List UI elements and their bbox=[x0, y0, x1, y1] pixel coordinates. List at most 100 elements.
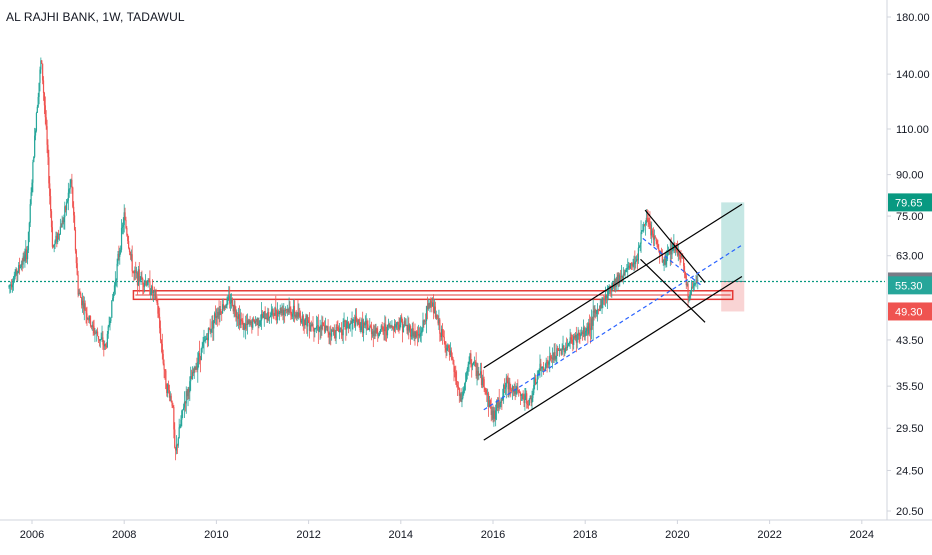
candle-body bbox=[646, 217, 648, 220]
candle-body bbox=[393, 323, 396, 331]
candle-body bbox=[109, 321, 111, 326]
candle-body bbox=[226, 299, 228, 306]
candle-body bbox=[167, 384, 170, 391]
candle-body bbox=[693, 283, 695, 287]
candle-body bbox=[92, 324, 94, 327]
candle-body bbox=[605, 295, 608, 299]
candle-body bbox=[647, 219, 649, 223]
candle-body bbox=[577, 332, 579, 335]
candle-body bbox=[363, 322, 366, 326]
candle-body bbox=[542, 366, 545, 370]
candle-body bbox=[526, 393, 528, 404]
candle-body bbox=[643, 224, 645, 231]
candle-body bbox=[664, 258, 666, 265]
candle-body bbox=[530, 396, 532, 403]
candle-body bbox=[174, 429, 176, 448]
candle-body bbox=[276, 311, 279, 321]
candle-body bbox=[404, 320, 406, 326]
candle-body bbox=[428, 303, 430, 308]
candle-body bbox=[307, 320, 309, 327]
candle-body bbox=[39, 69, 41, 83]
candle-body bbox=[124, 212, 126, 220]
candle-body bbox=[435, 314, 437, 318]
candle-body bbox=[258, 325, 260, 327]
candle-body bbox=[628, 265, 631, 269]
candle-body bbox=[362, 319, 364, 334]
candle-body bbox=[104, 344, 106, 347]
candle-body bbox=[214, 313, 216, 321]
candle-body bbox=[261, 313, 263, 321]
candle-body bbox=[89, 316, 91, 321]
candle-body bbox=[569, 337, 571, 343]
candle-body bbox=[52, 246, 54, 248]
candle-body bbox=[619, 275, 621, 283]
candle-body bbox=[191, 371, 194, 380]
candle-body bbox=[32, 162, 34, 183]
candle-body bbox=[550, 356, 553, 359]
trend-line bbox=[483, 275, 743, 441]
candle-body bbox=[488, 400, 491, 407]
candle-body bbox=[192, 371, 194, 374]
candle-body bbox=[314, 328, 316, 332]
candle-body bbox=[166, 388, 168, 394]
candle-body bbox=[683, 266, 686, 272]
candle-body bbox=[453, 364, 455, 372]
candle-body bbox=[621, 275, 624, 279]
candle-body bbox=[184, 401, 186, 404]
candle-body bbox=[143, 284, 145, 288]
time-tick-label: 2006 bbox=[20, 529, 44, 541]
candle-body bbox=[11, 284, 13, 288]
candle-body bbox=[187, 388, 189, 397]
candle-body bbox=[298, 312, 300, 317]
candle-body bbox=[128, 241, 130, 248]
candle-body bbox=[589, 327, 592, 331]
candle-body bbox=[697, 279, 699, 281]
candle-body bbox=[574, 334, 577, 338]
candle-body bbox=[117, 253, 119, 264]
candle-body bbox=[521, 394, 523, 396]
candle-body bbox=[635, 261, 637, 264]
candle-body bbox=[280, 308, 282, 313]
candle-body bbox=[522, 394, 524, 400]
candle-body bbox=[604, 295, 607, 301]
candle-body bbox=[388, 324, 390, 328]
candle-body bbox=[342, 321, 344, 336]
candle-body bbox=[359, 322, 361, 331]
trend-line bbox=[644, 209, 706, 283]
candle-body bbox=[636, 259, 638, 262]
candle-body bbox=[136, 272, 139, 286]
candle-body bbox=[458, 387, 460, 396]
candle-body bbox=[427, 303, 429, 310]
candle-body bbox=[654, 236, 656, 239]
candle-body bbox=[138, 269, 140, 282]
candle-body bbox=[329, 333, 331, 335]
candle-body bbox=[57, 233, 59, 243]
candle-body bbox=[696, 280, 698, 282]
candle-body bbox=[620, 275, 622, 278]
candle-body bbox=[443, 336, 445, 342]
candle-body bbox=[512, 386, 514, 393]
candle-body bbox=[408, 324, 410, 331]
candle-body bbox=[667, 251, 669, 256]
candle-body bbox=[695, 280, 697, 284]
candle-body bbox=[523, 399, 525, 403]
candle-body bbox=[281, 309, 283, 313]
candle-body bbox=[224, 306, 226, 308]
candle-body bbox=[609, 285, 611, 289]
price-badge bbox=[888, 193, 932, 212]
price-tick-label: 140.00 bbox=[896, 69, 930, 81]
candle-body bbox=[268, 317, 271, 318]
candle-body bbox=[22, 256, 24, 265]
candle-body bbox=[20, 263, 22, 268]
candle-body bbox=[565, 347, 568, 349]
candle-body bbox=[401, 316, 403, 323]
candle-body bbox=[661, 255, 663, 263]
candle-body bbox=[440, 328, 443, 338]
candle-body bbox=[454, 371, 456, 373]
candle-body bbox=[399, 324, 401, 330]
candle-body bbox=[360, 326, 362, 331]
candle-body bbox=[41, 60, 43, 64]
candle-body bbox=[511, 390, 513, 392]
